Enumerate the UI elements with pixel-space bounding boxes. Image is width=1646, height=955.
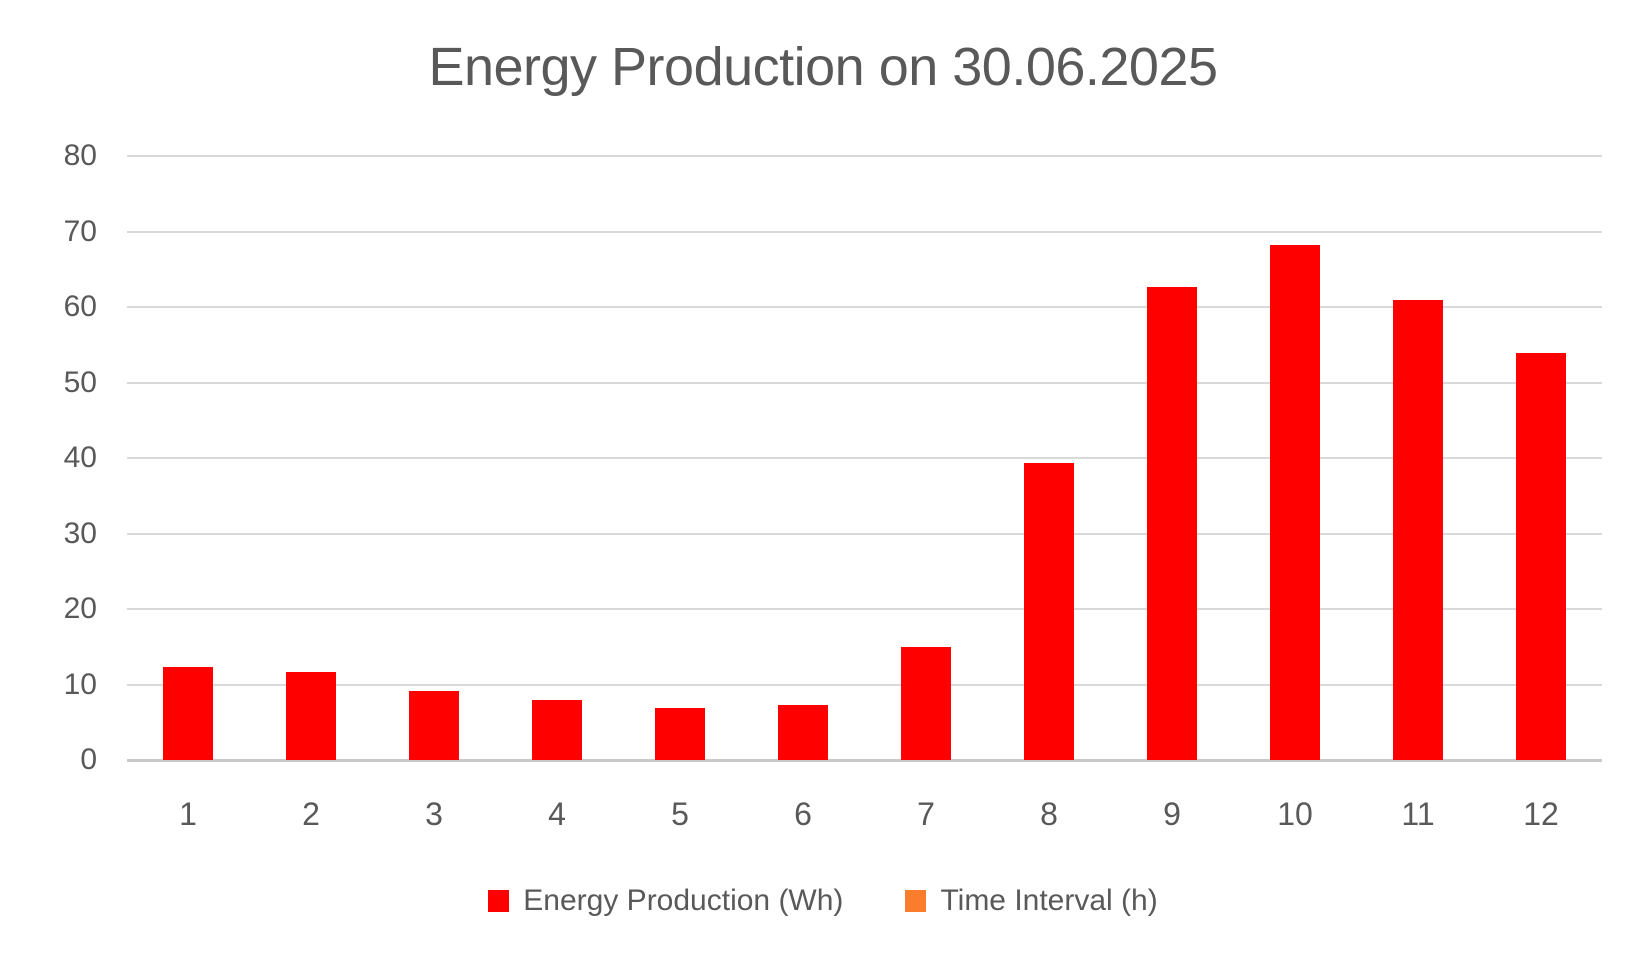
bar-1 — [163, 667, 213, 760]
y-tick-label-20: 20 — [63, 592, 97, 625]
x-tick-label-4: 4 — [548, 796, 566, 832]
bar-3 — [409, 691, 459, 760]
y-tick-label-50: 50 — [63, 366, 97, 399]
bar-8 — [1024, 463, 1074, 760]
gridline-20 — [127, 608, 1602, 610]
bar-10 — [1270, 245, 1320, 760]
bar-9 — [1147, 287, 1197, 760]
legend-label-time-interval: Time Interval (h) — [940, 884, 1158, 917]
gridline-70 — [127, 231, 1602, 233]
y-tick-label-70: 70 — [63, 215, 97, 248]
x-tick-label-1: 1 — [179, 796, 197, 832]
gridline-10 — [127, 684, 1602, 686]
x-axis-line — [127, 759, 1602, 762]
chart-title: Energy Production on 30.06.2025 — [428, 37, 1218, 97]
legend-swatch-energy-production — [488, 890, 510, 912]
bar-12 — [1516, 353, 1566, 760]
bar-5 — [655, 708, 705, 760]
x-tick-label-7: 7 — [917, 796, 935, 832]
x-tick-label-6: 6 — [794, 796, 812, 832]
x-tick-label-10: 10 — [1277, 796, 1313, 832]
legend-label-energy-production: Energy Production (Wh) — [523, 884, 844, 917]
x-tick-label-5: 5 — [671, 796, 689, 832]
legend-swatch-time-interval — [905, 890, 927, 912]
x-tick-label-2: 2 — [302, 796, 320, 832]
gridline-30 — [127, 533, 1602, 535]
x-tick-label-3: 3 — [425, 796, 443, 832]
y-tick-label-30: 30 — [63, 517, 97, 550]
x-tick-label-8: 8 — [1040, 796, 1058, 832]
x-tick-label-9: 9 — [1163, 796, 1181, 832]
legend-item-time-interval: Time Interval (h) — [905, 884, 1158, 918]
legend-item-energy-production: Energy Production (Wh) — [488, 884, 843, 918]
x-tick-label-11: 11 — [1401, 796, 1435, 832]
y-tick-label-60: 60 — [63, 290, 97, 323]
bar-11 — [1393, 300, 1443, 760]
gridline-60 — [127, 306, 1602, 308]
legend: Energy Production (Wh) Time Interval (h) — [0, 884, 1646, 918]
x-tick-label-12: 12 — [1523, 796, 1559, 832]
bar-7 — [901, 647, 951, 760]
plot-area — [127, 155, 1602, 762]
gridline-50 — [127, 382, 1602, 384]
y-tick-label-40: 40 — [63, 441, 97, 474]
y-tick-label-80: 80 — [63, 139, 97, 172]
gridline-80 — [127, 155, 1602, 157]
gridline-40 — [127, 457, 1602, 459]
y-tick-label-10: 10 — [63, 668, 97, 701]
bar-2 — [286, 672, 336, 760]
bar-6 — [778, 705, 828, 760]
bar-4 — [532, 700, 582, 760]
y-tick-label-0: 0 — [80, 743, 97, 776]
